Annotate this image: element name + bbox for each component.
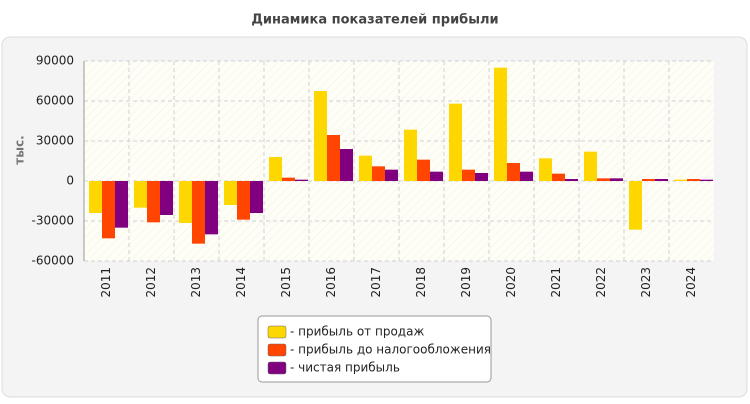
y-tick-label: -30000 <box>31 214 74 228</box>
y-tick-label: 30000 <box>36 134 74 148</box>
x-tick-label: 2015 <box>279 267 293 298</box>
x-tick-label: 2017 <box>369 267 383 298</box>
bar <box>610 178 623 181</box>
legend-swatch <box>267 325 287 339</box>
bar <box>314 91 327 181</box>
x-tick-label: 2016 <box>324 267 338 298</box>
x-tick-label: 2023 <box>639 267 653 298</box>
bar <box>430 171 443 181</box>
x-tick-label: 2019 <box>459 267 473 298</box>
bar <box>179 181 192 223</box>
x-tick-label: 2024 <box>684 267 698 298</box>
x-tick-label: 2018 <box>414 267 428 298</box>
legend-label: - чистая прибыль <box>290 361 400 375</box>
y-axis-label: тыс. <box>13 135 27 164</box>
bar <box>475 173 488 181</box>
bar <box>642 179 655 181</box>
legend <box>257 315 492 383</box>
bar <box>340 149 353 181</box>
bar <box>160 181 173 215</box>
y-tick-label: -60000 <box>31 254 74 268</box>
bar <box>655 179 668 181</box>
bar <box>250 181 263 213</box>
bar <box>89 181 102 213</box>
bar <box>134 181 147 208</box>
bar <box>507 163 520 181</box>
x-tick-label: 2020 <box>504 267 518 298</box>
y-tick-label: 60000 <box>36 94 74 108</box>
bar <box>372 166 385 181</box>
x-tick-label: 2011 <box>99 267 113 298</box>
bar <box>565 179 578 181</box>
bar <box>385 169 398 181</box>
x-tick-label: 2022 <box>594 267 608 298</box>
bar <box>224 181 237 205</box>
x-tick-label: 2021 <box>549 267 563 298</box>
y-tick-label: 90000 <box>36 54 74 68</box>
x-tick-label: 2012 <box>144 267 158 298</box>
bar <box>449 103 462 181</box>
bar <box>147 181 160 223</box>
x-tick-label: 2013 <box>189 267 203 298</box>
bar <box>102 181 115 239</box>
bar <box>539 158 552 181</box>
legend-swatch <box>267 361 287 375</box>
bar <box>192 181 205 244</box>
bar <box>462 169 475 181</box>
bar <box>282 177 295 181</box>
legend-swatch <box>267 343 287 357</box>
bar <box>417 159 430 181</box>
y-tick-label: 0 <box>66 174 74 188</box>
bar <box>552 173 565 181</box>
bar <box>674 179 687 181</box>
chart-title: Динамика показателей прибыли <box>251 13 498 28</box>
x-tick-label: 2014 <box>234 267 248 298</box>
bar <box>269 157 282 181</box>
bar <box>404 129 417 181</box>
bar <box>359 155 372 181</box>
bar <box>115 181 128 228</box>
bar <box>687 179 700 181</box>
bar <box>205 181 218 235</box>
legend-label: - прибыль до налогообложения <box>290 343 491 357</box>
bar <box>237 181 250 220</box>
bar <box>494 67 507 181</box>
bar <box>520 171 533 181</box>
bar <box>597 178 610 181</box>
bar <box>295 179 308 181</box>
bar <box>629 181 642 230</box>
bar <box>584 151 597 181</box>
legend-label: - прибыль от продаж <box>290 325 424 339</box>
bar <box>700 179 713 181</box>
bar <box>327 135 340 181</box>
